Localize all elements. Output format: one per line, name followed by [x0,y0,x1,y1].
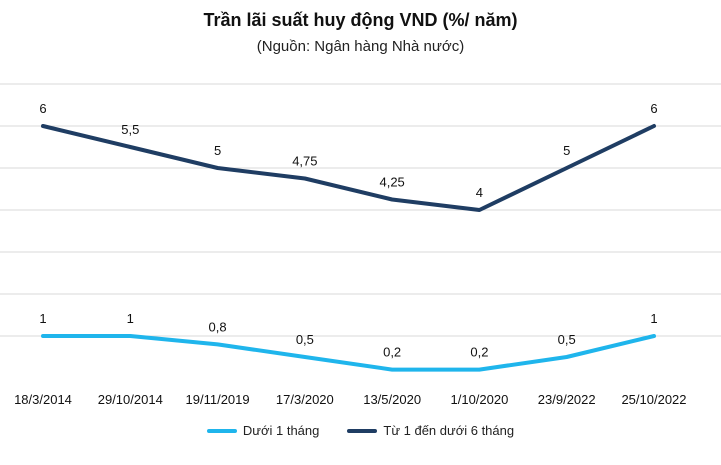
data-label: 5,5 [121,122,139,137]
data-label: 0,2 [383,345,401,360]
data-label: 4,25 [379,175,404,190]
data-label: 0,8 [209,319,227,334]
data-label: 4,75 [292,154,317,169]
x-tick-label: 29/10/2014 [98,392,163,407]
data-labels: 1 1 0,8 0,5 0,2 0,2 0,5 1 6 5,5 5 4,75 4,25 4 5 6 [39,101,657,360]
x-tick-label: 19/11/2019 [186,392,250,407]
legend-item-series-2: Từ 1 đến dưới 6 tháng [347,423,514,438]
x-tick-label: 18/3/2014 [14,392,72,407]
chart-title: Trần lãi suất huy động VND (%/ năm) [203,10,518,30]
data-label: 6 [39,101,46,116]
data-label: 1 [127,311,134,326]
legend: Dưới 1 tháng Từ 1 đến dưới 6 tháng [0,423,721,438]
x-tick-label: 1/10/2020 [451,392,509,407]
x-tick-label: 17/3/2020 [276,392,334,407]
legend-swatch-series-1 [206,428,237,433]
data-label: 6 [650,101,657,116]
x-tick-labels: 18/3/2014 29/10/2014 19/11/2019 17/3/2020 13… [14,392,686,407]
data-label: 5 [214,143,221,158]
x-tick-label: 25/10/2022 [621,392,686,407]
data-label: 0,2 [470,345,488,360]
data-label: 4 [476,185,483,200]
series-lines [41,124,656,372]
legend-label-series-1: Dưới 1 tháng [242,423,320,438]
legend-label-series-2: Từ 1 đến dưới 6 tháng [383,423,515,438]
gridlines [0,83,721,337]
series-line-2 [41,124,656,212]
chart-subtitle: (Nguồn: Ngân hàng Nhà nước) [256,38,465,55]
data-label: 5 [563,143,570,158]
x-tick-label: 13/5/2020 [363,392,421,407]
series-line-1 [41,334,656,372]
data-label: 1 [650,311,657,326]
x-tick-label: 23/9/2022 [538,392,596,407]
data-label: 1 [39,311,46,326]
data-label: 0,5 [558,332,576,347]
legend-item-series-1: Dưới 1 tháng [206,423,320,438]
data-label: 0,5 [296,332,314,347]
legend-swatch-series-2 [347,428,378,433]
